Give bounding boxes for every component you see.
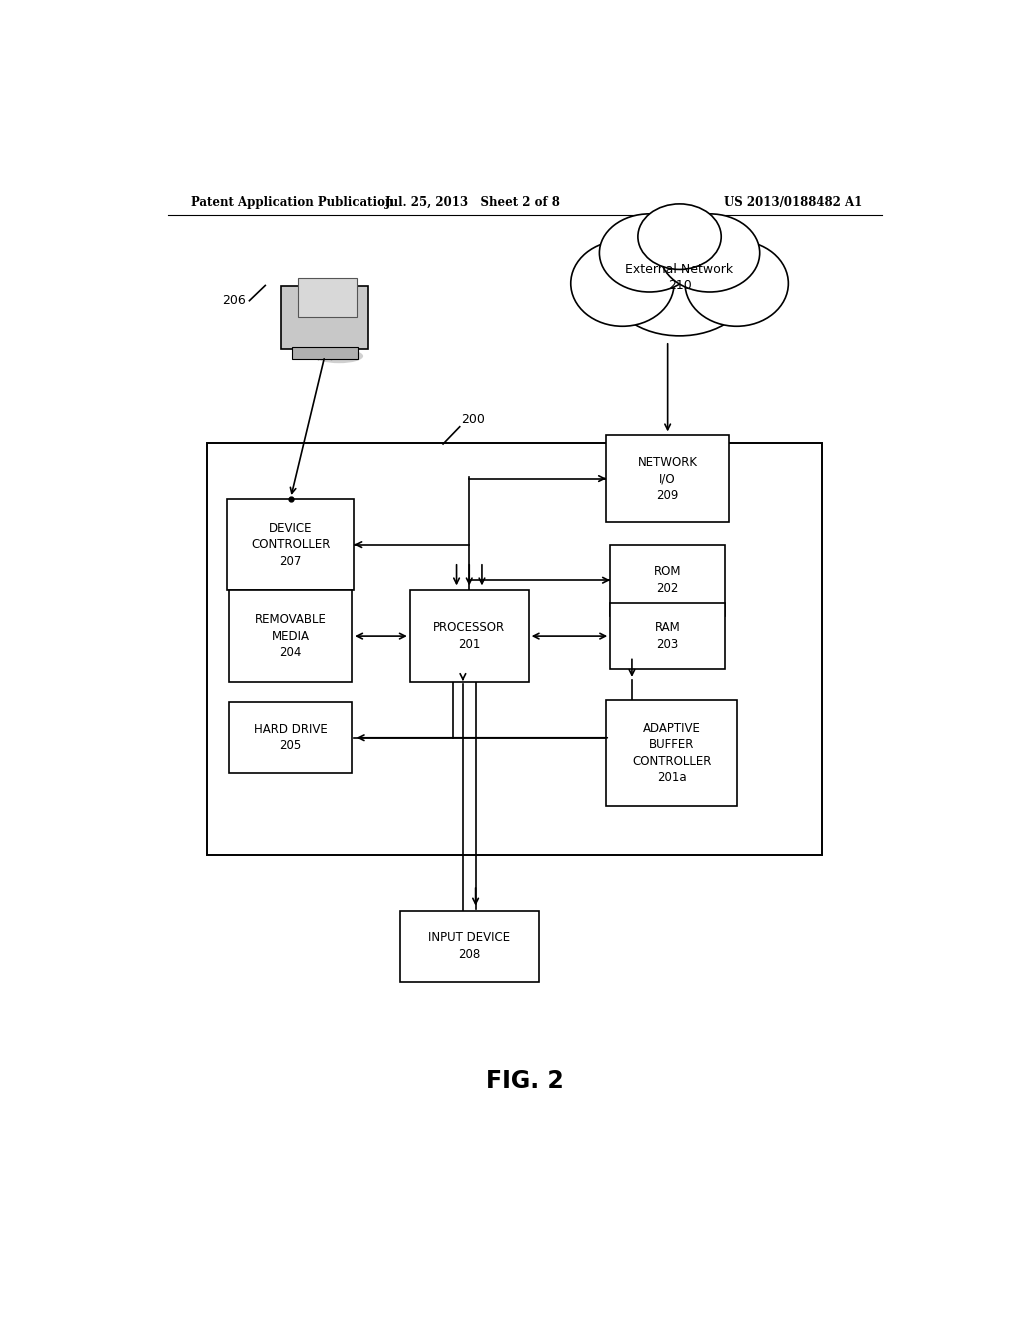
Bar — [606, 436, 729, 521]
Bar — [292, 347, 358, 359]
Text: 200: 200 — [461, 413, 485, 426]
Bar — [610, 545, 725, 616]
Bar — [410, 590, 528, 682]
Bar — [606, 700, 737, 807]
Ellipse shape — [570, 240, 674, 326]
Text: NETWORK
I/O
209: NETWORK I/O 209 — [638, 455, 697, 502]
Text: ROM
202: ROM 202 — [654, 565, 681, 595]
Bar — [229, 590, 352, 682]
Bar — [227, 499, 354, 590]
Ellipse shape — [599, 214, 699, 292]
Text: INPUT DEVICE
208: INPUT DEVICE 208 — [428, 932, 510, 961]
Ellipse shape — [315, 348, 364, 363]
Text: Jul. 25, 2013   Sheet 2 of 8: Jul. 25, 2013 Sheet 2 of 8 — [385, 197, 561, 209]
Bar — [229, 702, 352, 774]
Text: PROCESSOR
201: PROCESSOR 201 — [433, 622, 505, 651]
Bar — [298, 277, 357, 318]
Ellipse shape — [638, 203, 721, 269]
Text: REMOVABLE
MEDIA
204: REMOVABLE MEDIA 204 — [255, 612, 327, 659]
Text: US 2013/0188482 A1: US 2013/0188482 A1 — [724, 197, 862, 209]
Ellipse shape — [685, 240, 788, 326]
Text: DEVICE
CONTROLLER
207: DEVICE CONTROLLER 207 — [251, 521, 331, 568]
Ellipse shape — [608, 235, 751, 335]
Text: FIG. 2: FIG. 2 — [486, 1069, 563, 1093]
Text: ADAPTIVE
BUFFER
CONTROLLER
201a: ADAPTIVE BUFFER CONTROLLER 201a — [632, 722, 712, 784]
Text: External Network
210: External Network 210 — [626, 263, 733, 292]
Text: 206: 206 — [222, 294, 246, 308]
Bar — [207, 444, 822, 854]
Text: RAM
203: RAM 203 — [654, 622, 681, 651]
Text: Patent Application Publication: Patent Application Publication — [191, 197, 394, 209]
Bar — [610, 603, 725, 669]
Text: HARD DRIVE
205: HARD DRIVE 205 — [254, 723, 328, 752]
Bar — [399, 911, 539, 982]
Bar — [282, 286, 369, 348]
Ellipse shape — [659, 214, 760, 292]
